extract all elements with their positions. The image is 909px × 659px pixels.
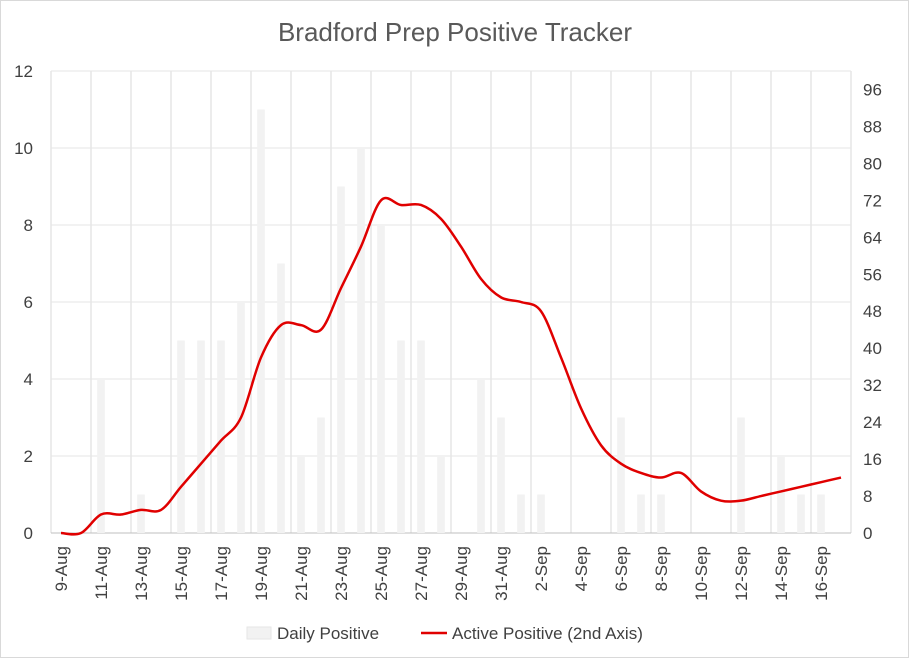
bar-daily-positive bbox=[797, 494, 805, 533]
x-tick-label: 27-Aug bbox=[412, 546, 431, 601]
bar-daily-positive bbox=[537, 494, 545, 533]
x-tick-label: 4-Sep bbox=[572, 546, 591, 591]
x-tick-label: 8-Sep bbox=[652, 546, 671, 591]
x-tick-label: 16-Sep bbox=[812, 546, 831, 601]
x-tick-label: 31-Aug bbox=[492, 546, 511, 601]
bar-daily-positive bbox=[397, 340, 405, 533]
x-tick-label: 12-Sep bbox=[732, 546, 751, 601]
y-tick-label-secondary: 16 bbox=[863, 450, 882, 469]
chart-title: Bradford Prep Positive Tracker bbox=[278, 17, 632, 47]
bar-daily-positive bbox=[277, 263, 285, 533]
y-axis-secondary: 0 8 16 24 32 40 48 56 64 72 80 88 96 bbox=[863, 80, 882, 543]
bar-daily-positive bbox=[97, 379, 105, 533]
x-tick-label: 6-Sep bbox=[612, 546, 631, 591]
y-tick-label-secondary: 72 bbox=[863, 191, 882, 210]
gridlines bbox=[50, 70, 852, 534]
y-tick-label-secondary: 8 bbox=[863, 487, 872, 506]
bar-daily-positive bbox=[737, 417, 745, 533]
y-tick-label-secondary: 48 bbox=[863, 302, 882, 321]
y-tick-label-secondary: 40 bbox=[863, 339, 882, 358]
legend: Daily Positive Active Positive (2nd Axis… bbox=[246, 624, 643, 643]
y-tick-label-secondary: 80 bbox=[863, 154, 882, 173]
x-tick-label: 15-Aug bbox=[172, 546, 191, 601]
y-tick-label-secondary: 0 bbox=[863, 524, 872, 543]
bar-daily-positive bbox=[177, 340, 185, 533]
x-tick-label: 9-Aug bbox=[52, 546, 71, 591]
x-tick-label: 2-Sep bbox=[532, 546, 551, 591]
y-tick-label-primary: 0 bbox=[24, 524, 33, 543]
x-tick-label: 17-Aug bbox=[212, 546, 231, 601]
x-tick-label: 25-Aug bbox=[372, 546, 391, 601]
bar-daily-positive bbox=[497, 417, 505, 533]
legend-label-daily-positive: Daily Positive bbox=[277, 624, 379, 643]
bar-daily-positive bbox=[437, 456, 445, 533]
x-tick-label: 14-Sep bbox=[772, 546, 791, 601]
y-axis-primary: 0 2 4 6 8 10 12 bbox=[14, 62, 33, 543]
x-tick-label: 19-Aug bbox=[252, 546, 271, 601]
y-tick-label-secondary: 32 bbox=[863, 376, 882, 395]
x-tick-label: 29-Aug bbox=[452, 546, 471, 601]
bar-daily-positive bbox=[357, 148, 365, 533]
y-tick-label-secondary: 56 bbox=[863, 265, 882, 284]
x-tick-label: 21-Aug bbox=[292, 546, 311, 601]
line-active-positive bbox=[60, 196, 842, 536]
y-tick-label-secondary: 64 bbox=[863, 228, 882, 247]
x-tick-label: 10-Sep bbox=[692, 546, 711, 601]
y-tick-label-secondary: 96 bbox=[863, 80, 882, 99]
bar-daily-positive bbox=[417, 340, 425, 533]
bar-daily-positive bbox=[257, 109, 265, 533]
bar-daily-positive bbox=[617, 417, 625, 533]
legend-label-active-positive: Active Positive (2nd Axis) bbox=[452, 624, 643, 643]
bar-daily-positive bbox=[377, 225, 385, 533]
y-tick-label-secondary: 88 bbox=[863, 117, 882, 136]
x-tick-label: 11-Aug bbox=[92, 546, 111, 600]
bar-daily-positive bbox=[137, 494, 145, 533]
x-axis: 9-Aug 11-Aug 13-Aug 15-Aug 17-Aug 19-Aug 21-Au… bbox=[52, 546, 831, 601]
bar-daily-positive bbox=[817, 494, 825, 533]
bar-daily-positive bbox=[477, 379, 485, 533]
bar-daily-positive bbox=[517, 494, 525, 533]
x-tick-label: 23-Aug bbox=[332, 546, 351, 601]
bar-daily-positive bbox=[637, 494, 645, 533]
bars-group bbox=[97, 109, 825, 533]
y-tick-label-primary: 8 bbox=[24, 216, 33, 235]
x-tick-label: 13-Aug bbox=[132, 546, 151, 601]
y-tick-label-primary: 2 bbox=[24, 447, 33, 466]
y-tick-label-primary: 4 bbox=[24, 370, 33, 389]
y-tick-label-secondary: 24 bbox=[863, 413, 882, 432]
bar-daily-positive bbox=[217, 340, 225, 533]
bar-daily-positive bbox=[297, 456, 305, 533]
bar-daily-positive bbox=[337, 186, 345, 533]
line-group bbox=[60, 196, 842, 536]
y-tick-label-primary: 12 bbox=[14, 62, 33, 81]
y-tick-label-primary: 10 bbox=[14, 139, 33, 158]
bar-daily-positive bbox=[317, 417, 325, 533]
bar-daily-positive bbox=[777, 456, 785, 533]
legend-swatch-daily-positive bbox=[246, 626, 272, 640]
bar-daily-positive bbox=[657, 494, 665, 533]
y-tick-label-primary: 6 bbox=[24, 293, 33, 312]
bar-daily-positive bbox=[197, 340, 205, 533]
